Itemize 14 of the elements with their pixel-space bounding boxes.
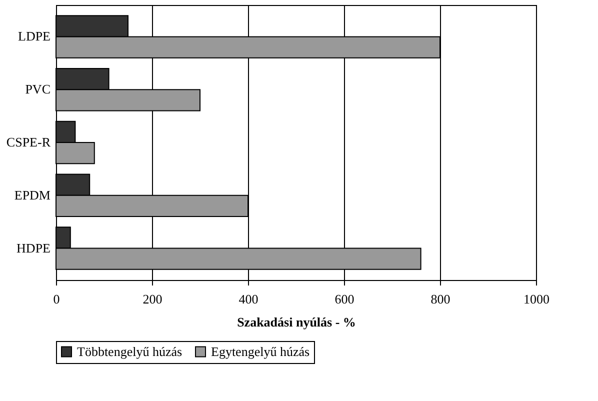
- x-tick-label: 600: [334, 292, 354, 306]
- x-tick-label: 200: [142, 292, 162, 306]
- x-tick-label: 800: [430, 292, 450, 306]
- legend-label: Többtengelyű húzás: [77, 344, 182, 359]
- x-tick-label: 1000: [524, 292, 550, 306]
- y-tick-label: LDPE: [18, 28, 51, 44]
- y-tick-label: HDPE: [16, 240, 51, 256]
- y-tick-label: EPDM: [14, 187, 51, 202]
- y-tick-label: CSPE-R: [6, 134, 51, 150]
- x-tick-label: 400: [238, 292, 258, 306]
- x-tick-label: 0: [53, 292, 60, 306]
- y-tick-label: PVC: [25, 82, 50, 97]
- legend-label: Egytengelyű húzás: [211, 344, 310, 359]
- x-axis-title: Szakadási nyúlás - %: [237, 314, 356, 330]
